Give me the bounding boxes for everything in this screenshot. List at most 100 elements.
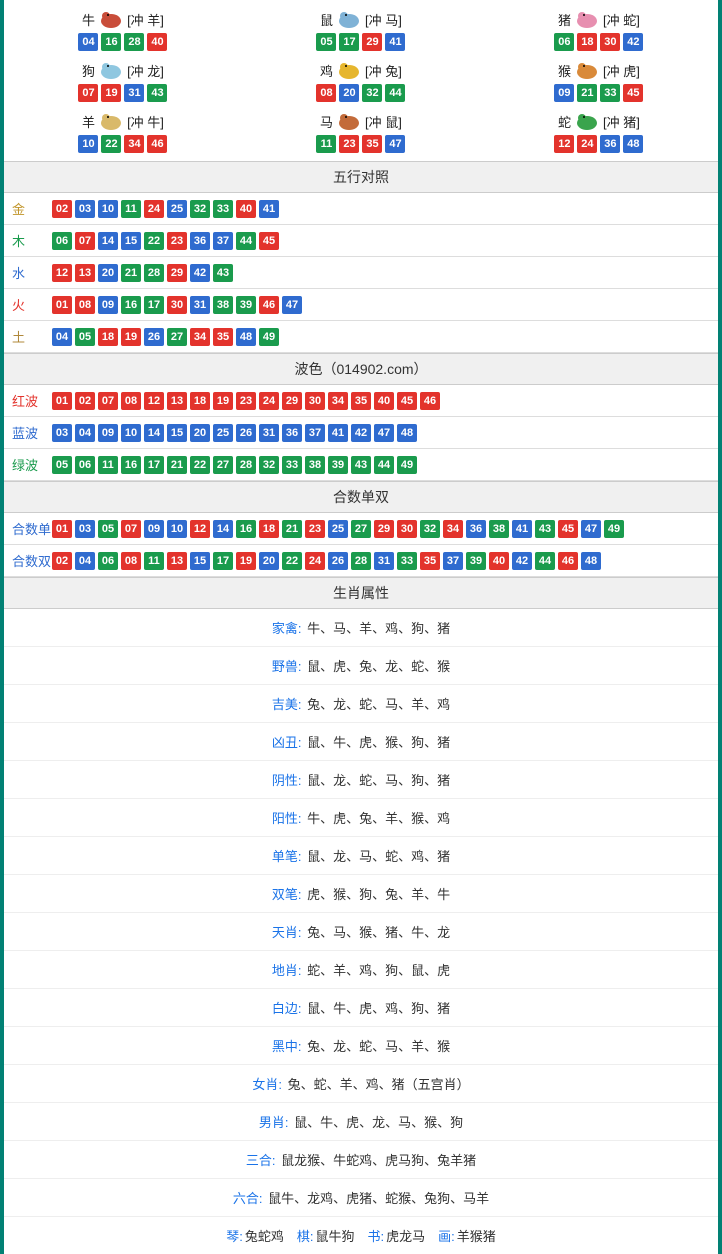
zodiac-numbers: 12243648 <box>480 135 718 153</box>
number-chip: 07 <box>121 520 141 538</box>
zodiac-icon <box>335 110 363 132</box>
zodiac-numbers: 04162840 <box>4 33 242 51</box>
row-label: 蓝波 <box>12 423 52 442</box>
number-chip: 15 <box>190 552 210 570</box>
number-chip: 11 <box>121 200 141 218</box>
number-row: 合数双0204060811131517192022242628313335373… <box>4 545 718 577</box>
number-chip: 21 <box>282 520 302 538</box>
row-numbers: 06071415222336374445 <box>52 232 279 250</box>
row-numbers: 1213202128294243 <box>52 264 233 282</box>
number-chip: 01 <box>52 296 72 314</box>
number-chip: 24 <box>577 135 597 153</box>
attribute-value: 鼠龙猴、牛蛇鸡、虎马狗、兔羊猪 <box>278 1153 477 1168</box>
section-header-shuxing: 生肖属性 <box>4 577 718 609</box>
number-chip: 43 <box>535 520 555 538</box>
number-chip: 24 <box>259 392 279 410</box>
zodiac-cell: 猪[冲 蛇]06183042 <box>480 4 718 55</box>
number-chip: 46 <box>259 296 279 314</box>
attribute-value: 鼠牛、龙鸡、虎猪、蛇猴、兔狗、马羊 <box>265 1191 490 1206</box>
attribute-row: 双笔: 虎、猴、狗、兔、羊、牛 <box>4 875 718 913</box>
zodiac-cell: 蛇[冲 猪]12243648 <box>480 106 718 157</box>
attribute-value: 鼠、虎、兔、龙、蛇、猴 <box>304 659 451 674</box>
number-chip: 42 <box>351 424 371 442</box>
attribute-row: 男肖: 鼠、牛、虎、龙、马、猴、狗 <box>4 1103 718 1141</box>
number-chip: 37 <box>305 424 325 442</box>
row-numbers: 05061116172122272832333839434449 <box>52 456 417 474</box>
number-chip: 37 <box>213 232 233 250</box>
number-chip: 41 <box>512 520 532 538</box>
section-header-wuxing: 五行对照 <box>4 161 718 193</box>
attribute-label: 凶丑: <box>272 735 302 750</box>
number-chip: 36 <box>190 232 210 250</box>
row-label: 木 <box>12 231 52 250</box>
number-row: 土04051819262734354849 <box>4 321 718 353</box>
number-chip: 22 <box>144 232 164 250</box>
number-chip: 37 <box>443 552 463 570</box>
zodiac-name: 牛 <box>82 10 95 29</box>
number-chip: 47 <box>581 520 601 538</box>
number-chip: 19 <box>236 552 256 570</box>
number-chip: 16 <box>236 520 256 538</box>
number-chip: 43 <box>351 456 371 474</box>
number-chip: 04 <box>75 552 95 570</box>
number-chip: 35 <box>362 135 382 153</box>
number-chip: 49 <box>259 328 279 346</box>
row-label: 绿波 <box>12 455 52 474</box>
number-chip: 11 <box>144 552 164 570</box>
attribute-row: 家禽: 牛、马、羊、鸡、狗、猪 <box>4 609 718 647</box>
number-chip: 39 <box>466 552 486 570</box>
number-chip: 23 <box>167 232 187 250</box>
attribute-value: 牛、虎、兔、羊、猴、鸡 <box>304 811 451 826</box>
number-chip: 27 <box>213 456 233 474</box>
attribute-value: 兔、蛇、羊、鸡、猪（五宫肖） <box>284 1077 470 1092</box>
zodiac-icon <box>573 8 601 30</box>
number-chip: 17 <box>213 552 233 570</box>
attribute-value: 兔、龙、蛇、马、羊、鸡 <box>304 697 451 712</box>
number-chip: 11 <box>98 456 118 474</box>
number-row: 火0108091617303138394647 <box>4 289 718 321</box>
zodiac-conflict: [冲 猪] <box>603 112 640 131</box>
zodiac-cell: 鸡[冲 兔]08203244 <box>242 55 480 106</box>
number-chip: 41 <box>328 424 348 442</box>
number-chip: 42 <box>623 33 643 51</box>
number-chip: 49 <box>604 520 624 538</box>
attribute-value: 兔、龙、蛇、马、羊、猴 <box>304 1039 451 1054</box>
number-chip: 46 <box>420 392 440 410</box>
zodiac-icon <box>97 8 125 30</box>
number-chip: 10 <box>98 200 118 218</box>
zodiac-numbers: 11233547 <box>242 135 480 153</box>
number-chip: 01 <box>52 392 72 410</box>
number-chip: 34 <box>328 392 348 410</box>
number-chip: 49 <box>397 456 417 474</box>
number-chip: 32 <box>362 84 382 102</box>
number-chip: 02 <box>52 552 72 570</box>
number-chip: 09 <box>144 520 164 538</box>
number-chip: 05 <box>52 456 72 474</box>
attribute-row: 吉美: 兔、龙、蛇、马、羊、鸡 <box>4 685 718 723</box>
attribute-label: 阴性: <box>272 773 302 788</box>
number-chip: 30 <box>600 33 620 51</box>
section-header-bose: 波色（014902.com） <box>4 353 718 385</box>
row-numbers: 0108091617303138394647 <box>52 296 302 314</box>
number-chip: 09 <box>98 296 118 314</box>
number-chip: 44 <box>535 552 555 570</box>
number-chip: 08 <box>121 392 141 410</box>
attribute-row: 凶丑: 鼠、牛、虎、猴、狗、猪 <box>4 723 718 761</box>
number-chip: 18 <box>98 328 118 346</box>
number-chip: 02 <box>75 392 95 410</box>
wuxing-body: 金02031011242532334041木060714152223363744… <box>4 193 718 353</box>
zodiac-numbers: 05172941 <box>242 33 480 51</box>
attribute-row: 地肖: 蛇、羊、鸡、狗、鼠、虎 <box>4 951 718 989</box>
number-chip: 39 <box>328 456 348 474</box>
number-chip: 23 <box>305 520 325 538</box>
number-chip: 42 <box>190 264 210 282</box>
number-chip: 34 <box>124 135 144 153</box>
number-chip: 26 <box>236 424 256 442</box>
number-chip: 08 <box>121 552 141 570</box>
number-chip: 03 <box>75 520 95 538</box>
attribute-label: 白边: <box>272 1001 302 1016</box>
number-chip: 12 <box>554 135 574 153</box>
number-chip: 40 <box>236 200 256 218</box>
zodiac-conflict: [冲 蛇] <box>603 10 640 29</box>
number-row: 蓝波03040910141520252631363741424748 <box>4 417 718 449</box>
